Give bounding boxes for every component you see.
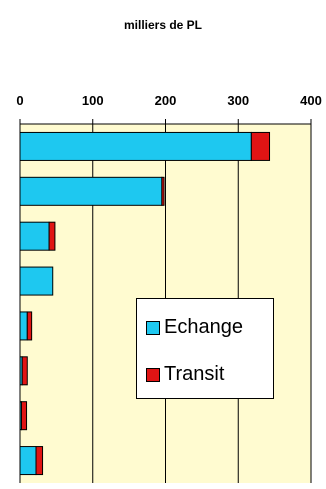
x-tick-label: 400 xyxy=(300,93,322,108)
bar-transit xyxy=(161,176,165,206)
bar-echange xyxy=(19,131,252,161)
x-tick-label: 0 xyxy=(16,93,23,108)
legend-swatch-echange xyxy=(146,320,160,335)
x-tick-label: 100 xyxy=(82,93,104,108)
bar-echange xyxy=(19,446,37,476)
bar-transit xyxy=(21,356,28,386)
bar-transit xyxy=(35,446,44,476)
bar-echange xyxy=(19,221,50,251)
bar-echange xyxy=(19,176,163,206)
legend-item-echange: Echange xyxy=(146,316,243,339)
bar-echange xyxy=(19,266,54,296)
legend-label-transit: Transit xyxy=(164,363,225,385)
legend-item-transit: Transit xyxy=(146,363,224,386)
bar-transit xyxy=(48,221,56,251)
bar-transit xyxy=(20,401,28,431)
bar-echange xyxy=(19,311,28,341)
x-tick-label: 300 xyxy=(227,93,249,108)
legend-label-echange: Echange xyxy=(164,316,243,338)
legend-swatch-transit xyxy=(146,367,160,382)
chart-legend: Echange Transit xyxy=(136,298,274,399)
bar-transit xyxy=(26,311,33,341)
bar-transit xyxy=(250,131,271,161)
x-tick-label: 200 xyxy=(155,93,177,108)
chart-title: milliers de PL xyxy=(123,18,203,32)
